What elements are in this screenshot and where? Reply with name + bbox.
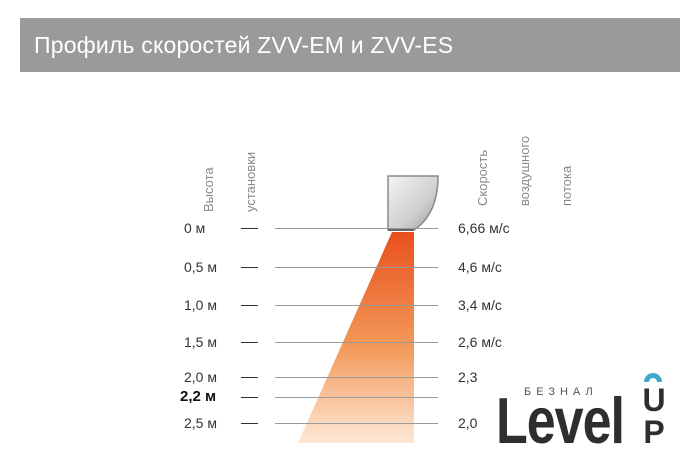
airflow-beam [298, 232, 414, 443]
height-tick [241, 267, 258, 268]
level-line [275, 305, 438, 306]
speed-label: 4,6 м/с [458, 259, 502, 275]
height-label: 2,2 м [180, 388, 217, 405]
level-line [275, 228, 438, 229]
height-tick [241, 342, 258, 343]
logo-suffix-text: UP [642, 382, 666, 450]
height-tick [241, 377, 258, 378]
height-label: 2,0 м [184, 369, 217, 385]
height-label: 0 м [184, 220, 206, 236]
logo-main-text: Level [496, 385, 625, 458]
height-label: 1,5 м [184, 334, 217, 350]
speed-label: 2,6 м/с [458, 334, 502, 350]
height-tick [241, 228, 258, 229]
height-label: 0,5 м [184, 259, 217, 275]
speed-label: 2,0 [458, 415, 478, 431]
speed-label: 2,3 [458, 369, 478, 385]
page-title: Профиль скоростей ZVV-EM и ZVV-ES [34, 31, 454, 58]
speed-label: 3,4 м/с [458, 297, 502, 313]
height-tick [241, 305, 258, 306]
height-label: 2,5 м [184, 415, 217, 431]
heater-unit [387, 175, 439, 231]
title-bar: Профиль скоростей ZVV-EM и ZVV-ES [20, 18, 680, 72]
speed-label: 6,66 м/с [458, 220, 510, 236]
level-line [275, 267, 438, 268]
level-line [275, 397, 438, 398]
height-label: 1,0 м [184, 297, 217, 313]
height-tick [241, 423, 258, 424]
level-line [275, 342, 438, 343]
level-line [275, 377, 438, 378]
logo-small-text: БЕЗНАЛ [524, 386, 598, 398]
level-line [275, 423, 438, 424]
height-tick [241, 397, 258, 398]
